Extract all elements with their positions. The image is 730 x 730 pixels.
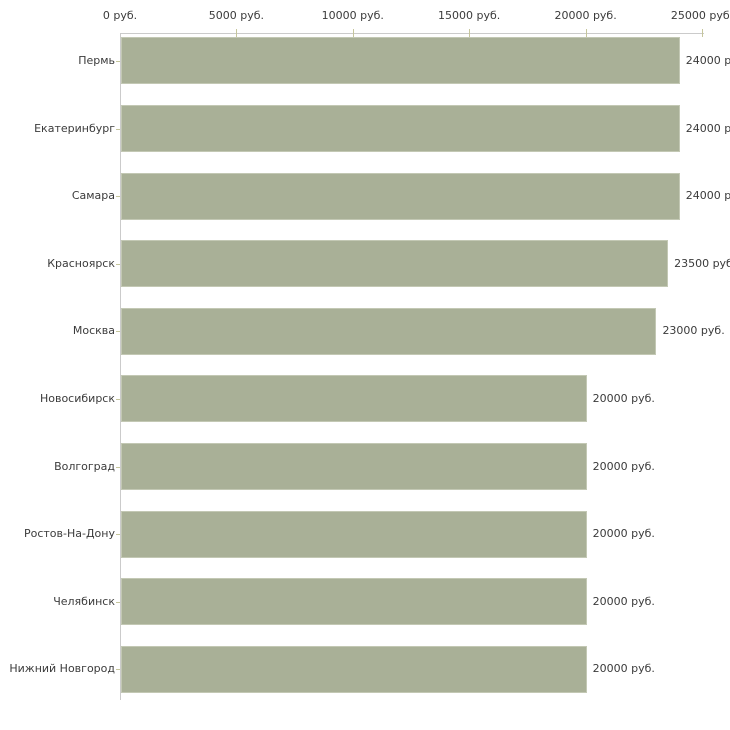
x-axis-tick-mark xyxy=(352,29,354,37)
bar xyxy=(121,307,657,355)
bar xyxy=(121,375,587,423)
x-axis-tick-mark xyxy=(469,29,471,37)
bar xyxy=(121,172,680,220)
y-axis-tick-mark xyxy=(116,466,120,468)
y-axis-tick-mark xyxy=(116,128,120,130)
bar xyxy=(121,37,680,85)
value-label: 20000 руб. xyxy=(592,662,655,676)
value-label: 20000 руб. xyxy=(592,391,655,405)
x-tick-label: 20000 руб. xyxy=(554,9,617,22)
value-label: 23000 руб. xyxy=(662,324,725,338)
x-tick-label: 0 руб. xyxy=(102,9,138,22)
category-label: Москва xyxy=(72,324,115,338)
category-label: Пермь xyxy=(78,53,115,67)
value-label: 20000 руб. xyxy=(592,459,655,473)
x-axis-tick-mark xyxy=(585,29,587,37)
value-label: 24000 руб. xyxy=(685,53,730,67)
x-tick-label: 25000 руб. xyxy=(670,9,730,22)
value-label: 24000 руб. xyxy=(685,121,730,135)
category-label: Челябинск xyxy=(53,594,115,608)
bar xyxy=(121,240,669,288)
bar xyxy=(121,443,587,490)
y-axis-tick-mark xyxy=(116,263,120,265)
y-axis-tick-mark xyxy=(116,669,120,671)
bar xyxy=(121,510,587,558)
x-tick-label: 15000 руб. xyxy=(438,9,501,22)
x-axis-tick-mark xyxy=(236,29,238,37)
y-axis-tick-mark xyxy=(116,60,120,62)
value-label: 23500 руб. xyxy=(674,256,730,270)
bar xyxy=(121,645,587,693)
y-axis-tick-mark xyxy=(116,196,120,198)
x-axis-line xyxy=(120,33,704,34)
category-label: Новосибирск xyxy=(39,391,115,405)
y-axis-tick-mark xyxy=(116,601,120,603)
x-tick-label: 10000 руб. xyxy=(321,9,384,22)
category-label: Нижний Новгород xyxy=(9,662,115,676)
y-axis-line xyxy=(120,33,121,700)
value-label: 20000 руб. xyxy=(592,594,655,608)
category-label: Волгоград xyxy=(54,459,115,473)
y-axis-tick-mark xyxy=(116,331,120,333)
x-tick-label: 5000 руб. xyxy=(208,9,265,22)
bar xyxy=(121,578,587,626)
value-label: 24000 руб. xyxy=(685,189,730,203)
category-label: Екатеринбург xyxy=(34,121,115,135)
x-axis-tick-mark xyxy=(702,29,703,37)
category-label: Красноярск xyxy=(47,256,115,270)
category-label: Самара xyxy=(71,189,115,203)
value-label: 20000 руб. xyxy=(592,527,655,541)
y-axis-tick-mark xyxy=(116,398,120,400)
y-axis-tick-mark xyxy=(116,534,120,536)
category-label: Ростов-На-Дону xyxy=(23,527,115,541)
bar xyxy=(121,105,680,152)
